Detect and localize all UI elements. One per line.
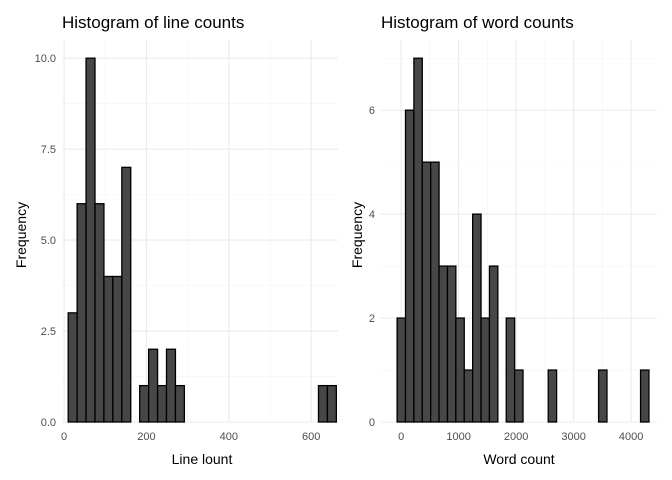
word-count-bar xyxy=(513,369,524,423)
word-count-bar xyxy=(438,265,449,423)
line-count-bar xyxy=(85,57,96,423)
word-count-bar xyxy=(472,213,482,423)
word-count-y-tick-label: 0 xyxy=(369,417,375,429)
line-count-x-ticks: 0 200 400 600 xyxy=(61,431,320,443)
word-count-bar xyxy=(413,57,423,423)
word-count-bar xyxy=(430,161,440,423)
line-count-chart-title: Histogram of line counts xyxy=(62,13,244,32)
word-count-bar xyxy=(463,369,474,423)
line-count-y-tick-label: 10.0 xyxy=(35,53,56,65)
line-count-y-axis-label: Frequency xyxy=(13,202,29,268)
word-count-x-tick-label: 2000 xyxy=(504,431,528,443)
line-count-y-ticks: 0.0 2.5 5.0 7.5 10.0 xyxy=(35,53,56,429)
line-count-bar xyxy=(67,312,78,423)
line-count-grid xyxy=(62,40,338,423)
line-count-y-tick-label: 5.0 xyxy=(41,235,56,247)
word-count-bar xyxy=(404,109,415,423)
word-count-bar xyxy=(639,369,650,423)
line-count-bar xyxy=(156,384,168,423)
word-count-y-tick-label: 4 xyxy=(369,209,375,221)
word-count-bar xyxy=(480,317,491,423)
line-count-bar xyxy=(165,348,177,423)
word-count-bar xyxy=(547,369,558,423)
word-count-bar xyxy=(455,317,465,423)
word-count-bar xyxy=(446,265,457,423)
line-count-bar xyxy=(317,384,329,423)
line-count-bar xyxy=(174,384,186,423)
line-count-x-tick-label: 200 xyxy=(137,431,155,443)
line-count-bar xyxy=(112,275,123,423)
word-count-x-tick-label: 1000 xyxy=(446,431,470,443)
line-count-x-axis-label: Line lount xyxy=(172,451,233,467)
word-count-bar xyxy=(488,265,499,423)
line-count-bar xyxy=(94,203,105,423)
word-count-bar xyxy=(597,369,608,423)
line-count-y-tick-label: 2.5 xyxy=(41,326,56,338)
word-count-bar xyxy=(421,161,432,423)
word-count-y-tick-label: 6 xyxy=(369,105,375,117)
line-count-bar xyxy=(103,275,114,423)
line-count-bar xyxy=(326,384,338,423)
line-count-x-tick-label: 600 xyxy=(302,431,320,443)
word-count-x-tick-label: 0 xyxy=(398,431,404,443)
word-count-y-tick-label: 2 xyxy=(369,313,375,325)
word-count-x-tick-label: 3000 xyxy=(561,431,585,443)
word-count-bars xyxy=(396,57,650,423)
word-count-panel: Histogram of word counts Frequency Word … xyxy=(349,13,657,467)
line-count-y-tick-label: 0.0 xyxy=(41,417,56,429)
line-count-y-tick-label: 7.5 xyxy=(41,144,56,156)
word-count-y-axis-label: Frequency xyxy=(349,202,365,268)
line-count-x-tick-label: 0 xyxy=(61,431,67,443)
line-count-bar xyxy=(147,348,159,423)
word-count-bar xyxy=(505,317,516,423)
word-count-x-tick-label: 4000 xyxy=(619,431,643,443)
line-count-bar xyxy=(121,166,132,423)
line-count-bars xyxy=(67,57,338,423)
word-count-x-axis-label: Word count xyxy=(483,451,554,467)
line-count-x-tick-label: 400 xyxy=(220,431,238,443)
word-count-x-ticks: 0 1000 2000 3000 4000 xyxy=(398,431,643,443)
word-count-chart-title: Histogram of word counts xyxy=(381,13,574,32)
word-count-bar xyxy=(396,317,407,423)
word-count-y-ticks: 0 2 4 6 xyxy=(369,105,375,429)
line-count-panel: Histogram of line counts Frequency Line … xyxy=(13,13,338,467)
line-count-bar xyxy=(139,384,150,423)
line-count-bar xyxy=(76,203,87,423)
